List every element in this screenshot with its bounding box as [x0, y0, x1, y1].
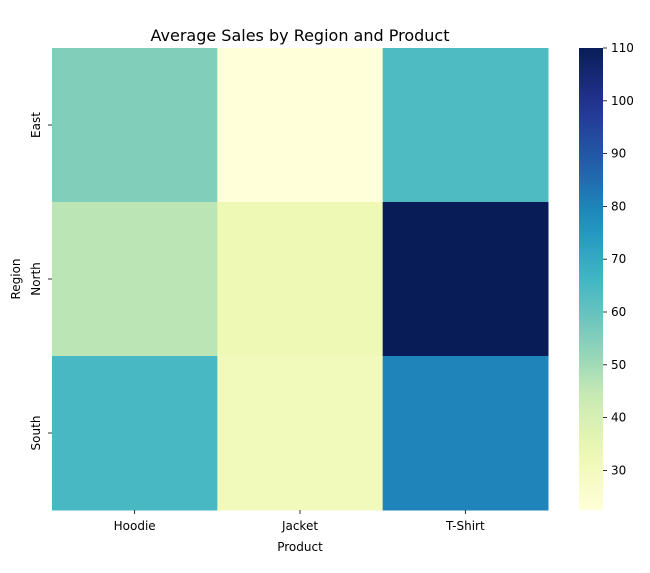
colorbar-tick-label: 30 [611, 463, 626, 477]
colorbar-tick-label: 80 [611, 199, 626, 213]
heatmap-cell [52, 356, 218, 511]
colorbar [579, 48, 603, 510]
heatmap-cell [217, 48, 384, 203]
colorbar-tick-label: 50 [611, 358, 626, 372]
x-axis-label: Product [277, 540, 323, 554]
colorbar-tick-label: 70 [611, 252, 626, 266]
heatmap-cell [52, 48, 218, 203]
colorbar-tick-label: 90 [611, 147, 626, 161]
heatmap-cell [52, 202, 218, 357]
x-axis-ticks: Hoodie Jacket T-Shirt [114, 510, 485, 533]
heatmap-cell [217, 356, 384, 511]
chart-title: Average Sales by Region and Product [151, 26, 450, 45]
x-tick-label: T-Shirt [445, 519, 485, 533]
heatmap-cell [382, 202, 549, 357]
heatmap-cell [217, 202, 384, 357]
y-tick-label: East [29, 112, 43, 138]
x-tick-label: Hoodie [114, 519, 156, 533]
heatmap-cells [52, 48, 549, 511]
y-tick-label: South [29, 416, 43, 451]
y-axis-ticks: East North South [29, 112, 52, 451]
heatmap-cell [382, 356, 549, 511]
colorbar-tick-label: 60 [611, 305, 626, 319]
y-axis-label: Region [9, 258, 23, 299]
y-tick-label: North [29, 262, 43, 296]
colorbar-tick-label: 100 [611, 94, 634, 108]
heatmap-cell [382, 48, 549, 203]
colorbar-tick-label: 110 [611, 41, 634, 55]
colorbar-tick-label: 40 [611, 411, 626, 425]
x-tick-label: Jacket [281, 519, 318, 533]
colorbar-ticks: 30 40 50 60 70 80 90 100 110 [603, 41, 634, 477]
